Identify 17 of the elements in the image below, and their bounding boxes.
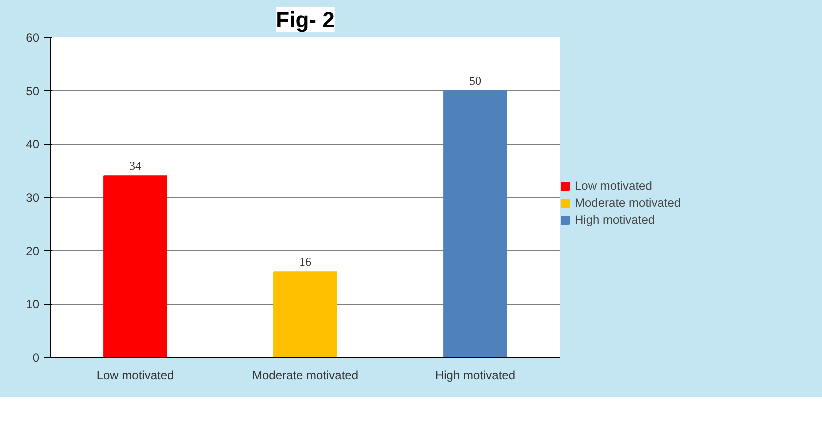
- y-tick-label: 20: [26, 244, 40, 258]
- y-tick-label: 40: [26, 138, 40, 152]
- legend-label: Low motivated: [575, 179, 652, 193]
- data-label: 34: [130, 159, 142, 174]
- chart-title: Fig- 2: [276, 8, 335, 32]
- x-tick-label: Moderate motivated: [252, 368, 359, 382]
- y-tick-label: 0: [32, 351, 40, 365]
- data-label: 16: [300, 255, 312, 270]
- legend-label: Moderate motivated: [575, 196, 682, 210]
- data-label: 50: [470, 74, 482, 88]
- x-tick-label: High motivated: [435, 368, 516, 382]
- y-tick-label: 50: [26, 84, 40, 98]
- x-tick-label: Low motivated: [96, 368, 174, 382]
- legend-label: High motivated: [575, 213, 656, 227]
- y-tick-label: 30: [26, 191, 40, 205]
- y-tick-label: 10: [26, 298, 40, 312]
- y-tick-label: 60: [26, 31, 40, 45]
